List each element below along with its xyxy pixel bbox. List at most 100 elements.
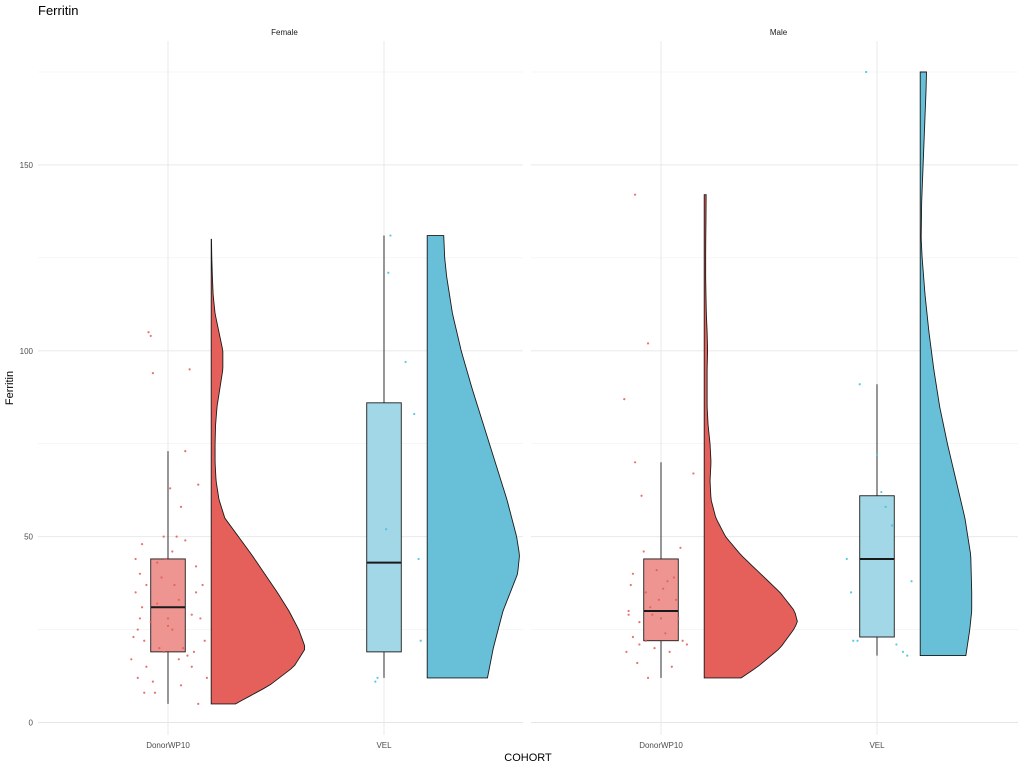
x-tick-label: DonorWP10 — [146, 741, 190, 750]
point-male-vel — [849, 591, 853, 594]
point-female-donorwp10 — [140, 606, 144, 609]
point-male-donorwp10 — [638, 621, 641, 624]
point-female-donorwp10 — [134, 591, 137, 594]
point-female-donorwp10 — [197, 483, 200, 486]
point-female-donorwp10 — [169, 487, 172, 490]
y-tick-label: 0 — [29, 719, 34, 728]
point-female-donorwp10 — [134, 557, 137, 561]
point-female-donorwp10 — [173, 583, 176, 587]
point-female-donorwp10 — [136, 628, 139, 631]
point-male-vel — [895, 643, 898, 646]
point-female-donorwp10 — [151, 680, 154, 683]
point-female-donorwp10 — [149, 334, 152, 338]
point-male-vel — [858, 383, 861, 386]
point-female-vel — [376, 676, 379, 679]
point-male-vel — [865, 70, 868, 74]
point-male-donorwp10 — [659, 617, 663, 620]
point-female-donorwp10 — [160, 576, 163, 579]
point-female-donorwp10 — [145, 665, 148, 668]
point-male-donorwp10 — [668, 650, 671, 653]
point-male-donorwp10 — [640, 494, 643, 497]
point-female-donorwp10 — [143, 691, 146, 694]
point-male-donorwp10 — [662, 587, 665, 590]
x-tick-label: VEL — [376, 741, 392, 750]
point-male-donorwp10 — [649, 606, 652, 609]
point-female-donorwp10 — [149, 621, 152, 624]
point-female-vel — [374, 680, 377, 683]
point-female-donorwp10 — [166, 617, 170, 620]
point-female-donorwp10 — [156, 561, 159, 564]
point-female-donorwp10 — [147, 331, 150, 334]
box-male-vel — [859, 495, 895, 638]
y-tick-label: 100 — [20, 347, 34, 356]
point-female-donorwp10 — [166, 624, 170, 627]
point-female-donorwp10 — [186, 654, 189, 657]
point-male-donorwp10 — [633, 193, 637, 196]
point-female-donorwp10 — [177, 658, 180, 661]
density-female-donorwp10 — [210, 238, 306, 705]
chart-title: Ferritin — [38, 3, 78, 18]
point-male-donorwp10 — [638, 643, 641, 646]
point-male-donorwp10 — [646, 342, 650, 345]
point-female-donorwp10 — [138, 617, 142, 620]
point-male-donorwp10 — [629, 583, 632, 587]
point-female-donorwp10 — [190, 665, 193, 668]
point-male-donorwp10 — [631, 572, 635, 575]
point-female-vel — [413, 412, 416, 416]
point-female-donorwp10 — [177, 598, 180, 601]
point-male-donorwp10 — [627, 609, 630, 613]
point-male-donorwp10 — [623, 398, 626, 401]
facet-label: Female — [271, 28, 298, 37]
point-male-vel — [875, 453, 879, 456]
point-female-donorwp10 — [145, 583, 148, 587]
point-female-donorwp10 — [156, 602, 159, 605]
point-male-donorwp10 — [657, 598, 660, 601]
x-tick-label: VEL — [869, 741, 885, 750]
point-female-vel — [417, 557, 420, 561]
point-female-donorwp10 — [184, 450, 187, 453]
point-female-donorwp10 — [171, 550, 174, 553]
point-male-donorwp10 — [631, 635, 635, 639]
density-male-donorwp10 — [703, 194, 798, 679]
point-female-donorwp10 — [192, 650, 196, 653]
point-female-donorwp10 — [151, 371, 154, 375]
point-female-donorwp10 — [182, 647, 185, 650]
point-male-vel — [845, 557, 848, 561]
point-male-vel — [852, 639, 855, 642]
point-female-donorwp10 — [162, 535, 165, 538]
point-male-donorwp10 — [633, 461, 637, 464]
facet-panel-male: Male DonorWP10 VEL — [531, 28, 1018, 750]
point-female-vel — [387, 271, 390, 274]
point-female-vel — [419, 639, 422, 642]
point-male-donorwp10 — [664, 632, 667, 635]
point-male-donorwp10 — [644, 639, 647, 642]
point-male-vel — [910, 580, 913, 583]
point-female-donorwp10 — [194, 591, 198, 594]
point-male-donorwp10 — [672, 576, 676, 579]
point-female-donorwp10 — [162, 650, 165, 653]
point-female-donorwp10 — [138, 572, 142, 575]
point-female-vel — [385, 528, 388, 531]
point-female-donorwp10 — [130, 658, 133, 661]
point-male-donorwp10 — [625, 650, 628, 653]
point-female-donorwp10 — [175, 535, 178, 538]
point-female-donorwp10 — [158, 647, 161, 650]
point-male-donorwp10 — [677, 617, 680, 620]
box-female-donorwp10 — [150, 558, 186, 653]
point-male-vel — [891, 524, 894, 527]
point-female-donorwp10 — [171, 628, 174, 631]
point-male-donorwp10 — [666, 580, 669, 583]
x-tick-label: DonorWP10 — [639, 741, 683, 750]
point-male-donorwp10 — [681, 639, 684, 642]
point-male-donorwp10 — [651, 613, 654, 616]
point-male-donorwp10 — [685, 643, 689, 646]
point-male-donorwp10 — [670, 665, 673, 668]
point-female-vel — [389, 234, 392, 237]
point-female-donorwp10 — [143, 639, 146, 642]
point-male-vel — [856, 639, 859, 642]
point-female-donorwp10 — [188, 368, 191, 371]
point-female-donorwp10 — [179, 684, 183, 687]
point-female-vel — [404, 360, 407, 364]
point-female-donorwp10 — [197, 702, 200, 706]
